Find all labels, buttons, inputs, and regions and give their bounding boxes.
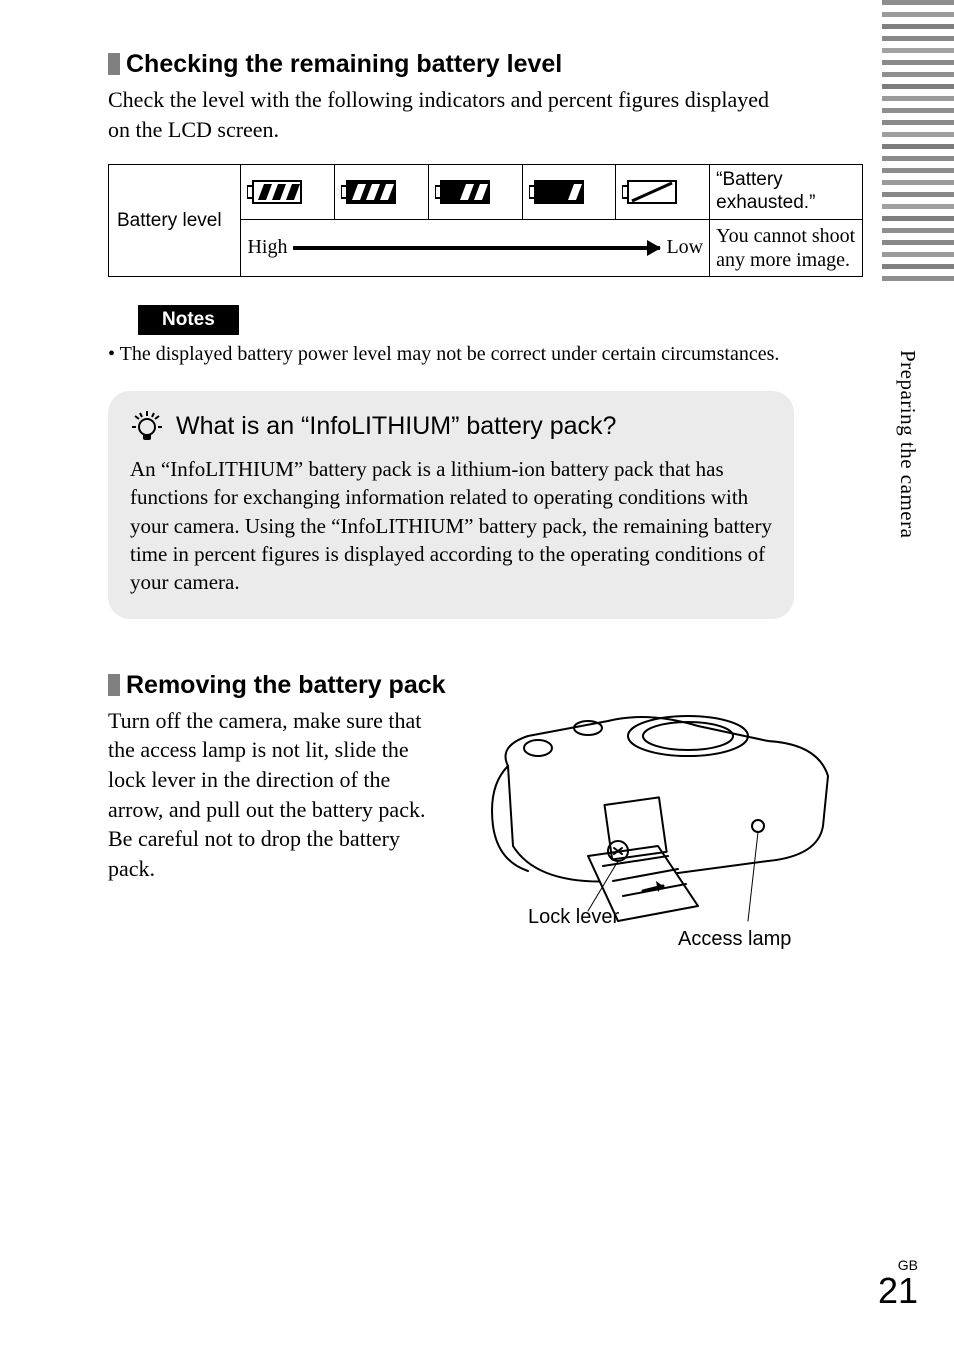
- removal-section: Turn off the camera, make sure that the …: [108, 706, 794, 966]
- tip-box: What is an “InfoLITHIUM” battery pack? A…: [108, 391, 794, 619]
- removal-paragraph: Turn off the camera, make sure that the …: [108, 706, 448, 884]
- battery-icon-cell: [428, 165, 522, 220]
- battery-icon-cell: [616, 165, 710, 220]
- tip-body: An “InfoLITHIUM” battery pack is a lithi…: [130, 455, 772, 597]
- battery-full-icon: [247, 179, 303, 205]
- page-edge-bars: [882, 0, 954, 288]
- access-lamp-label: Access lamp: [678, 928, 791, 951]
- battery-icon-cell: [335, 165, 429, 220]
- battery-icon-cell: [241, 165, 335, 220]
- table-row: Battery level: [109, 165, 863, 220]
- camera-figure: Lock lever Access lamp: [468, 706, 848, 966]
- battery-level-label-cell: Battery level: [109, 165, 241, 277]
- battery-level-table: Battery level: [108, 164, 863, 277]
- lightbulb-tip-icon: [130, 409, 164, 445]
- battery-3bar-icon: [341, 179, 397, 205]
- intro-paragraph: Check the level with the following indic…: [108, 85, 794, 144]
- heading-text: Checking the remaining battery level: [126, 50, 562, 79]
- range-low-label: Low: [666, 236, 703, 259]
- range-arrow-icon: [293, 246, 660, 250]
- heading-checking-battery: Checking the remaining battery level: [108, 50, 794, 79]
- heading-marker-icon: [108, 53, 120, 75]
- battery-exhausted-cell: “Battery exhausted.”: [710, 165, 863, 220]
- page-number: GB 21: [878, 1257, 918, 1309]
- camera-illustration: [468, 706, 848, 936]
- range-high-label: High: [247, 236, 287, 259]
- cannot-shoot-cell: You cannot shoot any more image.: [710, 219, 863, 276]
- lock-lever-label: Lock lever: [528, 906, 619, 929]
- page-content: Checking the remaining battery level Che…: [0, 0, 854, 1006]
- notes-list: The displayed battery power level may no…: [108, 341, 794, 367]
- heading-removing-battery: Removing the battery pack: [108, 671, 794, 700]
- battery-1bar-icon: [529, 179, 585, 205]
- battery-icon-cell: [522, 165, 616, 220]
- list-item: The displayed battery power level may no…: [108, 341, 794, 367]
- tip-title: What is an “InfoLITHIUM” battery pack?: [176, 412, 616, 441]
- notes-label: Notes: [138, 305, 239, 335]
- battery-range-cell: High Low: [241, 219, 710, 276]
- battery-empty-slash-icon: [622, 179, 678, 205]
- battery-2bar-icon: [435, 179, 491, 205]
- heading-marker-icon: [108, 674, 120, 696]
- page-number-value: 21: [878, 1270, 918, 1311]
- section-side-tab: Preparing the camera: [895, 350, 920, 538]
- heading-text: Removing the battery pack: [126, 671, 446, 700]
